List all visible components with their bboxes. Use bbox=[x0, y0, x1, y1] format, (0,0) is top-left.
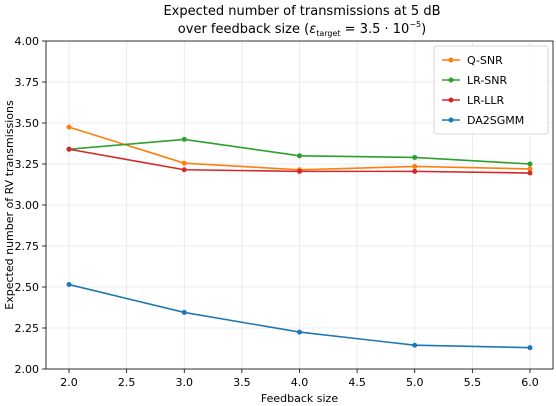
legend-swatch-marker bbox=[448, 77, 454, 83]
data-point-lr-snr bbox=[527, 161, 533, 167]
legend-entry-lr-snr: LR-SNR bbox=[442, 74, 508, 87]
legend-label: LR-LLR bbox=[467, 94, 505, 107]
ticks: 2.0 2.5 3.0 3.5 4.0 4.5 5.0 5.5 6.0 2.00 2.25 2.50 2… bbox=[15, 35, 539, 389]
legend-swatch-marker bbox=[448, 97, 454, 103]
data-point-da2sgmm bbox=[527, 345, 533, 351]
y-tick-label: 2.00 bbox=[15, 363, 40, 376]
y-tick-label: 2.25 bbox=[15, 322, 40, 335]
chart-title: Expected number of transmissions at 5 dB… bbox=[163, 4, 440, 38]
data-point-lr-llr bbox=[66, 146, 72, 152]
legend-swatch-marker bbox=[448, 57, 454, 63]
y-tick-label: 3.25 bbox=[15, 158, 40, 171]
data-point-da2sgmm bbox=[181, 309, 187, 315]
data-point-da2sgmm bbox=[297, 329, 302, 335]
data-point-lr-llr bbox=[297, 168, 302, 174]
legend-box bbox=[433, 45, 549, 135]
title-prefix: over feedback size ( bbox=[178, 22, 309, 37]
title-epsilon: ε bbox=[309, 22, 316, 37]
data-point-lr-snr bbox=[412, 154, 418, 160]
data-point-da2sgmm bbox=[412, 342, 418, 348]
x-tick-label: 2.0 bbox=[60, 376, 78, 389]
y-tick-label: 2.75 bbox=[15, 240, 40, 253]
data-point-q-snr bbox=[181, 160, 187, 166]
chart-title-line2: over feedback size (εtarget = 3.5 · 10−5… bbox=[178, 20, 426, 38]
legend-entry-q-snr: Q-SNR bbox=[442, 54, 503, 67]
x-axis-label: Feedback size bbox=[261, 392, 338, 405]
legend-label: LR-SNR bbox=[467, 74, 508, 87]
title-superscript: −5 bbox=[409, 20, 421, 29]
data-point-q-snr bbox=[66, 124, 72, 130]
y-tick-label: 4.00 bbox=[15, 35, 40, 48]
data-point-lr-snr bbox=[297, 153, 302, 159]
series-lr-llr bbox=[66, 146, 533, 176]
y-axis-label: Expected number of RV transmissions bbox=[3, 100, 16, 310]
data-point-lr-llr bbox=[527, 170, 533, 176]
legend-entry-da2sgmm: DA2SGMM bbox=[442, 114, 524, 127]
legend-entry-lr-llr: LR-LLR bbox=[442, 94, 505, 107]
x-tick-label: 3.5 bbox=[233, 376, 251, 389]
series-da2sgmm bbox=[66, 282, 533, 351]
y-tick-label: 2.50 bbox=[15, 281, 40, 294]
data-point-lr-snr bbox=[181, 136, 187, 142]
title-suffix: ) bbox=[421, 22, 426, 37]
x-tick-label: 3.0 bbox=[176, 376, 194, 389]
legend-label: DA2SGMM bbox=[467, 114, 524, 127]
x-tick-label: 2.5 bbox=[118, 376, 136, 389]
data-point-lr-llr bbox=[181, 167, 187, 173]
data-point-lr-llr bbox=[412, 168, 418, 174]
legend: Q-SNR LR-SNR LR-LLR DA2SGMM bbox=[433, 45, 549, 135]
chart-title-line1: Expected number of transmissions at 5 dB bbox=[163, 4, 440, 19]
data-point-q-snr bbox=[527, 166, 533, 172]
data-point-q-snr bbox=[412, 163, 418, 169]
title-subscript: target bbox=[316, 29, 340, 38]
title-equals: = 3.5 · 10 bbox=[341, 22, 410, 37]
x-tick-label: 5.5 bbox=[464, 376, 482, 389]
legend-swatch-marker bbox=[448, 117, 454, 123]
series-layer bbox=[66, 124, 533, 351]
x-tick-label: 4.5 bbox=[348, 376, 366, 389]
legend-label: Q-SNR bbox=[467, 54, 503, 67]
data-point-da2sgmm bbox=[66, 282, 72, 288]
x-tick-label: 4.0 bbox=[291, 376, 309, 389]
y-tick-label: 3.00 bbox=[15, 199, 40, 212]
y-tick-label: 3.50 bbox=[15, 117, 40, 130]
x-tick-label: 5.0 bbox=[406, 376, 424, 389]
y-tick-label: 3.75 bbox=[15, 76, 40, 89]
x-tick-label: 6.0 bbox=[521, 376, 539, 389]
